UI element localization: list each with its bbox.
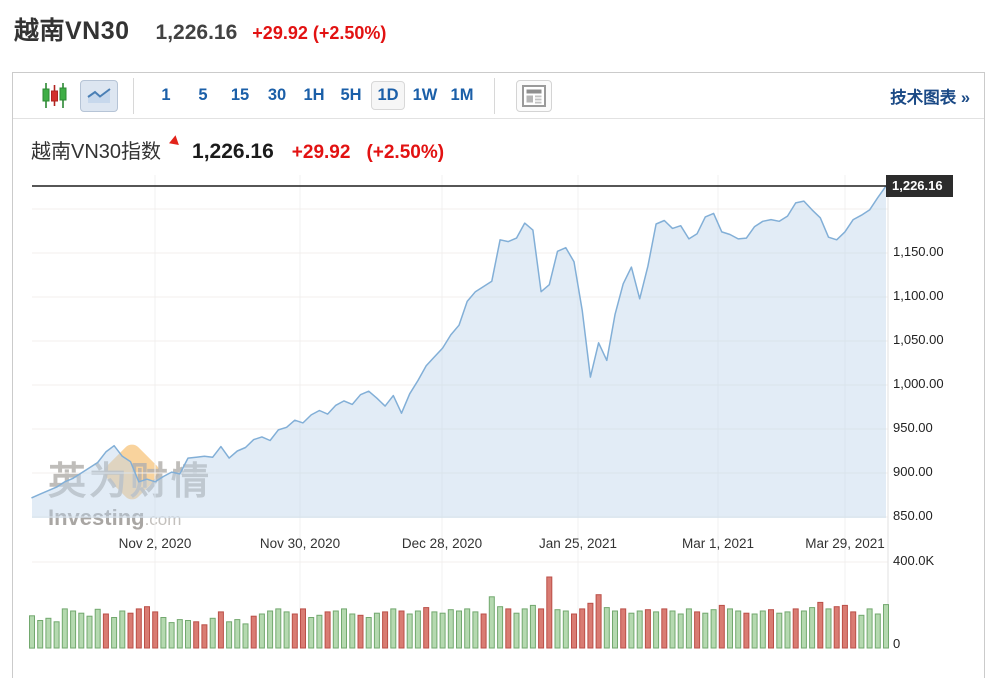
chart-panel: 1 5 15 30 1H 5H 1D 1W 1M (12, 72, 985, 678)
period-button-30[interactable]: 30 (267, 86, 287, 104)
technical-chart-link[interactable]: 技术图表 » (890, 88, 970, 107)
y-axis-label: 950.00 (893, 420, 933, 435)
area-chart-icon (87, 88, 111, 103)
x-axis-label: Jan 25, 2021 (538, 536, 618, 551)
period-button-1d[interactable]: 1D (371, 81, 405, 110)
x-axis-label: Dec 28, 2020 (401, 536, 483, 551)
y-axis-label: 1,000.00 (893, 376, 944, 391)
y-axis-label: 1,100.00 (893, 288, 944, 303)
volume-axis-max-label: 400.0K (893, 553, 935, 568)
period-button-1h[interactable]: 1H (303, 86, 325, 104)
chart-title-row: 越南VN30指数 1,226.16 +29.92 (+2.50%) (31, 134, 984, 164)
candlestick-icon (42, 83, 67, 108)
current-price-tag: 1,226.16 (886, 175, 953, 197)
symbol-price: 1,226.16 (155, 21, 238, 44)
candlestick-chart-button[interactable] (41, 82, 68, 109)
y-axis-label: 900.00 (893, 464, 933, 479)
x-axis-label: Mar 29, 2021 (805, 536, 885, 551)
toolbar-divider (494, 77, 495, 114)
period-button-15[interactable]: 15 (230, 86, 250, 104)
chart-toolbar: 1 5 15 30 1H 5H 1D 1W 1M (13, 73, 984, 119)
x-axis-label: Mar 1, 2021 (681, 536, 755, 551)
news-panel-icon (522, 84, 546, 107)
y-axis-label: 1,050.00 (893, 332, 944, 347)
period-button-1[interactable]: 1 (161, 86, 171, 104)
chart-price: 1,226.16 (192, 140, 274, 163)
period-button-1w[interactable]: 1W (412, 86, 438, 104)
toolbar-divider (133, 77, 134, 114)
period-selector: 1 5 15 30 1H 5H 1D 1W 1M (149, 81, 479, 110)
period-button-5h[interactable]: 5H (340, 86, 362, 104)
period-button-1m[interactable]: 1M (450, 86, 474, 104)
news-panel-button[interactable] (516, 79, 552, 112)
chart-change: +29.92 (291, 142, 351, 163)
page-header: 越南VN30 1,226.16 +29.92 (+2.50%) (14, 11, 386, 47)
watermark-en-suffix: .com (144, 510, 182, 529)
x-axis-label: Nov 2, 2020 (118, 536, 192, 551)
volume-axis-zero-label: 0 (893, 636, 901, 651)
period-button-5[interactable]: 5 (198, 86, 208, 104)
area-chart-button[interactable] (80, 79, 118, 112)
symbol-title: 越南VN30 (14, 17, 130, 45)
chart-title: 越南VN30指数 (31, 141, 162, 163)
y-axis-label: 1,150.00 (893, 244, 944, 259)
x-axis-label: Nov 30, 2020 (259, 536, 341, 551)
y-axis-label: 850.00 (893, 508, 933, 523)
symbol-change: +29.92 (+2.50%) (252, 23, 387, 43)
chart-change-pct: (+2.50%) (366, 142, 445, 163)
price-up-arrow-icon (169, 134, 181, 145)
